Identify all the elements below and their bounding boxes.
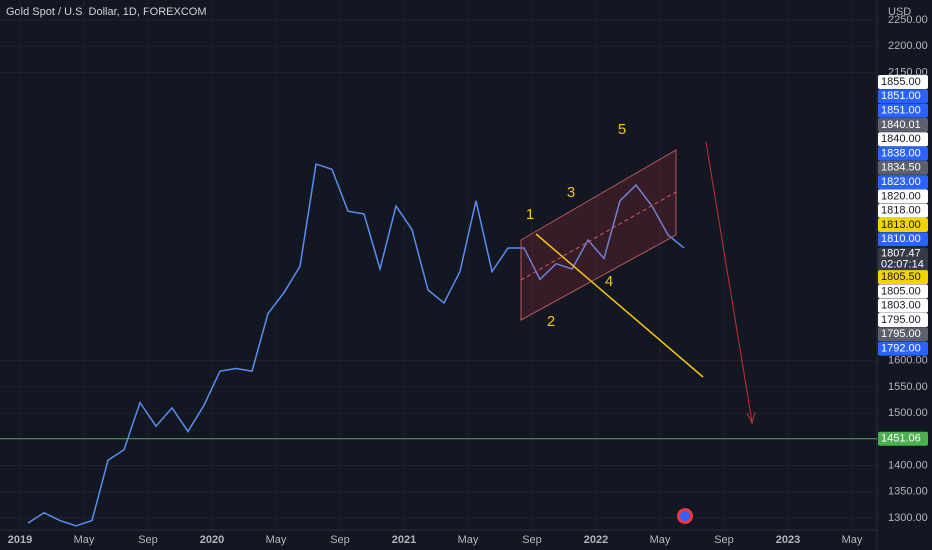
- x-tick-label: 2023: [776, 534, 800, 546]
- event-flag-inner: [680, 511, 690, 521]
- price-tag-bg: [878, 132, 928, 147]
- countdown: 02:07:14: [881, 259, 924, 271]
- price-tag-bg: [878, 341, 928, 356]
- x-tick-label: Sep: [714, 534, 734, 546]
- price-tag-bg: [878, 189, 928, 204]
- price-tag-bg: [878, 160, 928, 175]
- y-tick-label: 1400.00: [888, 459, 928, 471]
- channel: [520, 149, 677, 321]
- price-tag: 1820.00: [881, 190, 921, 202]
- price-tag-bg: [878, 327, 928, 342]
- price-tag-bg: [878, 103, 928, 118]
- level-tag: 1451.06: [881, 433, 921, 445]
- wave-label: 1: [526, 206, 534, 223]
- y-tick-label: 1550.00: [888, 381, 928, 393]
- x-tick-label: 2019: [8, 534, 32, 546]
- plot: [0, 0, 877, 530]
- price-tag: 1792.00: [881, 343, 921, 355]
- price-tag: 1795.00: [881, 328, 921, 340]
- wave-labels: 1 2 3 4 5: [526, 121, 626, 330]
- price-tag-bg: [878, 270, 928, 285]
- price-tag: 1838.00: [881, 147, 921, 159]
- price-tag: 1840.00: [881, 133, 921, 145]
- price-tag: 1851.00: [881, 90, 921, 102]
- price-tag: 1810.00: [881, 233, 921, 245]
- wave-label: 5: [618, 121, 626, 138]
- forecast-arrow: [705, 141, 753, 423]
- price-tag-bg: [878, 298, 928, 313]
- price-tag-bg: [878, 75, 928, 89]
- x-tick-label: Sep: [522, 534, 542, 546]
- price-tag: 1855.00: [881, 76, 921, 88]
- y-tick-label: 1500.00: [888, 407, 928, 419]
- x-tick-label: May: [74, 534, 95, 546]
- price-tag: 1840.01: [881, 119, 921, 131]
- price-tag-bg: [878, 146, 928, 161]
- price-tag: 1818.00: [881, 205, 921, 217]
- y-tick-label: 1600.00: [888, 355, 928, 367]
- x-tick-label: May: [650, 534, 671, 546]
- currency-label: USD: [888, 6, 911, 18]
- price-tag: 1823.00: [881, 176, 921, 188]
- wave-label: 4: [605, 273, 613, 290]
- last-price-bg: [878, 247, 928, 272]
- price-tag: 1795.00: [881, 314, 921, 326]
- price-tag: 1805.50: [881, 271, 921, 283]
- price-tag-bg: [878, 117, 928, 132]
- y-tick-label: 2250.00: [888, 14, 928, 26]
- x-tick-label: May: [266, 534, 287, 546]
- price-tag: 1803.00: [881, 300, 921, 312]
- y-tick-label: 1300.00: [888, 512, 928, 524]
- channel-midline: [520, 191, 677, 281]
- price-tag-bg: [878, 313, 928, 327]
- chart-title: Gold Spot / U.S. Dollar, 1D, FOREXCOM: [6, 6, 207, 18]
- price-tag-bg: [878, 232, 928, 247]
- arrow-head: [746, 411, 756, 425]
- wave-label: 3: [567, 184, 575, 201]
- x-tick-label: 2022: [584, 534, 608, 546]
- price-tag: 1813.00: [881, 219, 921, 231]
- y-tick-label: 2200.00: [888, 40, 928, 52]
- level-tag-bg: [878, 431, 928, 446]
- wave-label: 2: [547, 313, 555, 330]
- price-tag-bg: [878, 89, 928, 104]
- price-tag: 1834.50: [881, 162, 921, 174]
- trend-line: [535, 233, 704, 378]
- x-tick-label: 2021: [392, 534, 416, 546]
- y-tick-label: 1350.00: [888, 486, 928, 498]
- x-tick-label: May: [842, 534, 863, 546]
- x-tick-label: 2020: [200, 534, 224, 546]
- price-tag: 1805.00: [881, 285, 921, 297]
- price-line: [27, 163, 685, 527]
- price-tag-bg: [878, 218, 928, 232]
- price-tag: 1851.00: [881, 105, 921, 117]
- last-price: 1807.47: [881, 248, 921, 260]
- x-tick-label: Sep: [330, 534, 350, 546]
- price-tag-bg: [878, 175, 928, 190]
- price-axis: 1300.00 1350.00 1400.00 1500.00 1550.00 1600.…: [8, 14, 928, 546]
- x-tick-label: May: [458, 534, 479, 546]
- price-tag-bg: [878, 284, 928, 299]
- x-tick-label: Sep: [138, 534, 158, 546]
- price-tag-bg: [878, 203, 928, 218]
- drawings: [520, 141, 756, 524]
